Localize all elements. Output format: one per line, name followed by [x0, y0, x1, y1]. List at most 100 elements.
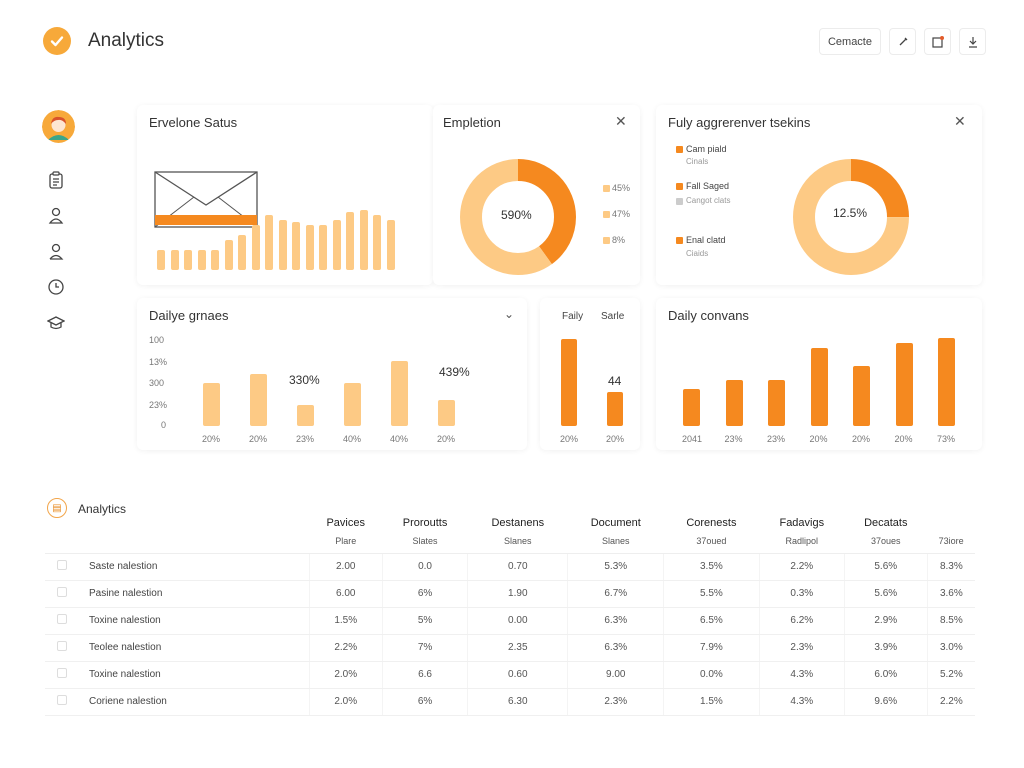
- row-checkbox[interactable]: [57, 587, 67, 597]
- chart-bar: [250, 373, 267, 426]
- table-subheader-spacer: [79, 529, 309, 554]
- table-cell: 9.6%: [843, 688, 928, 716]
- chart-bar: [278, 220, 287, 270]
- table-cell: 6.3%: [567, 634, 664, 662]
- x-tick-label: 40%: [343, 434, 362, 444]
- row-checkbox[interactable]: [57, 668, 67, 678]
- chart-bar: [810, 348, 828, 426]
- chart-bar: [359, 210, 368, 270]
- column-header[interactable]: Destanens: [491, 517, 545, 529]
- table-cell: 2.0%: [308, 661, 383, 689]
- completion-donut-chart: [460, 159, 576, 275]
- column-header[interactable]: Corenests: [686, 517, 737, 529]
- chart-bar: [184, 250, 192, 270]
- x-tick-label: 2041: [682, 434, 703, 444]
- column-subheader: Slanes: [467, 529, 568, 554]
- donut-slice: [793, 159, 909, 275]
- table-row[interactable]: Toxine nalestion 2.0% 6.6 0.60 9.00 0.0% 4.3% 6…: [45, 661, 975, 689]
- contact-button[interactable]: Cemacte: [818, 28, 881, 55]
- daily-games-card: Dailye grnaes ⌄ 100 13% 300 23% 0 330% 4…: [137, 298, 527, 450]
- donut-slice: [460, 159, 576, 275]
- chart-bar: [438, 400, 455, 426]
- chart-bar: [203, 383, 220, 426]
- status-card: Ervelone Satus: [137, 105, 433, 285]
- notification-icon[interactable]: [924, 28, 951, 55]
- user-icon[interactable]: [45, 204, 67, 226]
- bar-annotation: 44: [608, 374, 622, 388]
- table-cell: 6.2%: [758, 607, 845, 635]
- legend-swatch: [676, 237, 683, 244]
- daily-sales-card: Faily Sarle 44 20% 20%: [540, 298, 640, 450]
- row-checkbox[interactable]: [57, 695, 67, 705]
- row-checkbox[interactable]: [57, 614, 67, 624]
- column-header[interactable]: Proroutts: [402, 517, 448, 529]
- x-tick-label: 20%: [894, 434, 913, 444]
- close-icon[interactable]: ✕: [954, 113, 966, 129]
- column-header[interactable]: Pavices: [326, 517, 365, 529]
- chart-bar: [725, 380, 743, 426]
- chevron-down-icon[interactable]: ⌄: [504, 307, 515, 321]
- close-icon[interactable]: ✕: [615, 113, 627, 129]
- bar-annotation: 330%: [289, 373, 320, 387]
- row-name: Coriene nalestion: [79, 688, 309, 716]
- row-name: Pasine nalestion: [79, 580, 309, 608]
- user-alt-icon[interactable]: [45, 240, 67, 262]
- table-row[interactable]: Toxine nalestion 1.5% 5% 0.00 6.3% 6.5% 6.2% 2.…: [45, 607, 975, 635]
- legend-label: 45%: [612, 183, 631, 193]
- pen-icon[interactable]: [889, 28, 916, 55]
- column-subheader: Plare: [309, 529, 383, 554]
- x-tick-label: 20%: [249, 434, 268, 444]
- table-cell: 2.3%: [567, 688, 664, 716]
- header-actions: Cemacte: [818, 28, 986, 55]
- table-cell: 6%: [381, 688, 468, 716]
- column-header[interactable]: [79, 505, 309, 529]
- table-cell: 0.70: [467, 553, 568, 581]
- table-cell: 7.9%: [663, 634, 760, 662]
- chart-bar: [373, 215, 381, 270]
- table-cell: 2.35: [467, 634, 568, 662]
- table-cell: 4.3%: [758, 661, 845, 689]
- daily-games-card-title: Dailye grnaes: [149, 308, 229, 323]
- x-tick-label: 20%: [202, 434, 221, 444]
- completion-center-label: 590%: [501, 208, 532, 222]
- column-subheader: 37oues: [844, 529, 928, 554]
- legend-sublabel: Cangot clats: [686, 196, 731, 205]
- table-subheader-row: Plare Slates Slanes Slanes 37oued Radlipol 37o…: [45, 529, 975, 554]
- chart-bar: [386, 220, 395, 270]
- legend-swatch: [676, 183, 683, 190]
- table-cell: 2.0%: [308, 688, 383, 716]
- table-row[interactable]: Pasine nalestion 6.00 6% 1.90 6.7% 5.5% 0.3% 5.…: [45, 580, 975, 608]
- avatar[interactable]: [42, 110, 75, 143]
- column-header[interactable]: Document: [590, 517, 641, 529]
- chart-bar: [683, 389, 700, 426]
- app-logo-check-icon: [43, 27, 71, 55]
- table-row[interactable]: Coriene nalestion 2.0% 6% 6.30 2.3% 1.5% 4.3% 9…: [45, 688, 975, 716]
- table-cell: 3.5%: [663, 553, 760, 581]
- bar-annotation: 439%: [439, 365, 470, 379]
- table-cell: 6.0%: [843, 661, 928, 689]
- row-checkbox[interactable]: [57, 560, 67, 570]
- legend-label: Cam piald: [686, 144, 727, 154]
- table-row[interactable]: Teolee nalestion 2.2% 7% 2.35 6.3% 7.9% 2.3% 3.…: [45, 634, 975, 662]
- table-cell: 7%: [381, 634, 468, 662]
- row-checkbox[interactable]: [57, 641, 67, 651]
- table-cell: 2.3%: [758, 634, 845, 662]
- analytics-table: Pavices Proroutts Destanens Document Corenes…: [45, 505, 975, 716]
- table-row[interactable]: Saste nalestion 2.00 0.0 0.70 5.3% 3.5% 2.2% 5.…: [45, 553, 975, 581]
- graduation-icon[interactable]: [45, 312, 67, 334]
- y-tick-label: 23%: [149, 400, 168, 410]
- table-header-row: Pavices Proroutts Destanens Document Corenes…: [45, 505, 975, 529]
- y-tick-label: 100: [149, 335, 165, 345]
- clock-icon[interactable]: [45, 276, 67, 298]
- clipboard-icon[interactable]: [45, 169, 67, 191]
- column-header[interactable]: Fadavigs: [779, 517, 825, 529]
- chart-bar: [238, 235, 246, 270]
- row-checkbox-cell: [45, 553, 79, 581]
- daily-conversions-card-title: Daily convans: [668, 308, 749, 323]
- tasks-card: Fuly aggrerenver tsekins ✕ Cam piald Cin…: [656, 105, 982, 285]
- table-cell: 8.3%: [926, 553, 975, 581]
- download-icon[interactable]: [959, 28, 986, 55]
- table-cell: 6.30: [467, 688, 568, 716]
- column-header[interactable]: Decatats: [864, 517, 908, 529]
- table-cell: 2.2%: [926, 688, 975, 716]
